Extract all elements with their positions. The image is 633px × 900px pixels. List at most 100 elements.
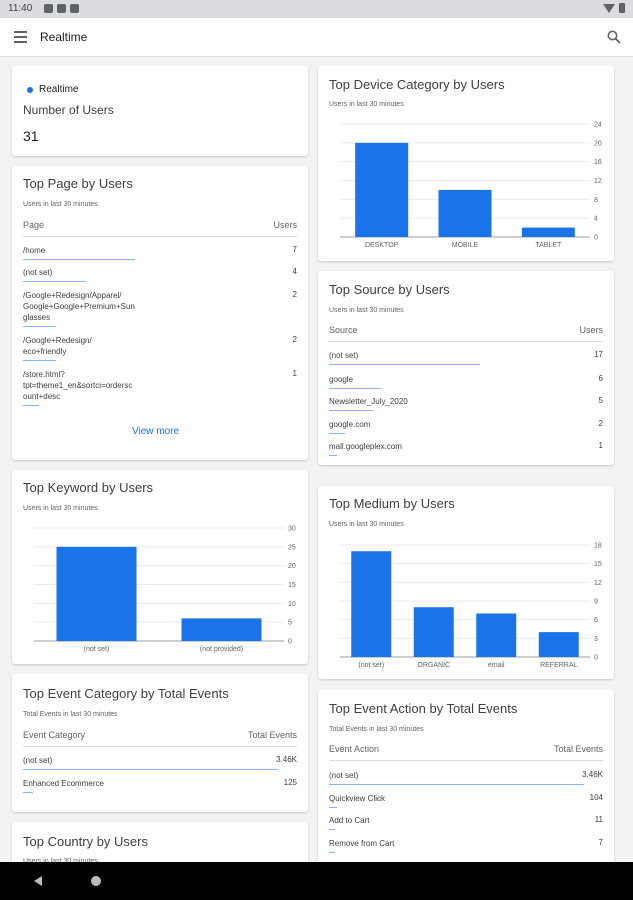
column-header-total-events: Total Events: [247, 730, 297, 740]
row-value: 11: [594, 815, 603, 824]
navigation-bar: [0, 862, 633, 900]
row-label: /Google+Redesign/Apparel/ Google+Google+…: [23, 291, 135, 322]
row-label: mall.googleplex.com: [329, 442, 402, 451]
y-tick-label: 20: [594, 140, 602, 147]
x-category-label: (not set): [358, 662, 384, 669]
row-value: 125: [283, 778, 297, 787]
y-tick-label: 0: [594, 655, 598, 662]
y-tick-label: 15: [594, 561, 602, 568]
home-icon[interactable]: [91, 876, 101, 886]
y-tick-label: 30: [288, 526, 296, 533]
y-tick-label: 9: [594, 599, 598, 606]
y-tick-label: 12: [594, 580, 602, 587]
view-more-link[interactable]: View more: [132, 426, 180, 437]
row-share-bar: [329, 388, 381, 389]
row-share-bar: [329, 784, 584, 785]
header-divider: [329, 341, 603, 342]
row-value: 2: [292, 335, 297, 344]
row-share-bar: [23, 769, 278, 770]
top-keyword-card: Top Keyword by Users Users in last 30 mi…: [12, 470, 308, 664]
status-time: 11:40: [8, 3, 33, 14]
row-label: (not set): [329, 351, 359, 360]
row-label: /home: [23, 246, 46, 255]
row-share-bar: [329, 807, 337, 808]
row-label: google.com: [329, 420, 371, 429]
bar[interactable]: [438, 189, 492, 237]
column-header-users: Users: [273, 220, 297, 230]
row-value: 17: [594, 350, 603, 359]
row-share-bar: [23, 259, 135, 260]
card-title: Top Medium by Users: [329, 496, 455, 511]
column-header-users: Users: [579, 325, 603, 335]
x-category-label: DESKTOP: [365, 242, 399, 249]
bar[interactable]: [538, 632, 579, 657]
device-bar-chart: 0 4 8 12 16 20 24 DESKTOP MOBILE TABLET: [340, 122, 602, 249]
row-value: 1: [292, 369, 297, 378]
row-share-bar: [329, 433, 345, 434]
wifi-icon: [603, 3, 615, 13]
bar[interactable]: [413, 607, 454, 657]
row-label: Enhanced Ecommerce: [23, 779, 104, 788]
card-subtitle: Users in last 30 minutes: [23, 858, 98, 865]
row-share-bar: [329, 455, 337, 456]
bar[interactable]: [355, 142, 409, 237]
x-category-label: TABLET: [535, 242, 562, 249]
card-subtitle: Users in last 30 minutes: [329, 101, 404, 108]
row-label: /store.html? tpt=theme1_en&sortci=orders…: [23, 370, 133, 401]
row-label: Remove from Cart: [329, 839, 395, 848]
realtime-dot-icon: [27, 87, 33, 93]
y-tick-label: 15: [288, 582, 296, 589]
row-value: 4: [292, 267, 297, 276]
bar[interactable]: [181, 618, 262, 641]
search-icon[interactable]: [607, 30, 621, 44]
card-title: Top Page by Users: [23, 176, 133, 191]
top-source-card: Top Source by Users Users in last 30 min…: [318, 271, 614, 465]
row-share-bar: [329, 829, 335, 830]
top-event-category-card: Top Event Category by Total Events Total…: [12, 674, 308, 812]
y-tick-label: 0: [288, 639, 292, 646]
card-title: Top Keyword by Users: [23, 480, 154, 495]
bar[interactable]: [521, 227, 575, 237]
row-share-bar: [23, 360, 56, 361]
x-category-label: (not set): [84, 646, 110, 653]
top-device-card: Top Device Category by Users Users in la…: [318, 66, 614, 261]
realtime-card: Realtime Number of Users 31: [12, 66, 308, 156]
row-share-bar: [23, 792, 33, 793]
header-divider: [329, 760, 603, 761]
card-subtitle: Total Events in last 30 minutes: [329, 726, 424, 733]
row-value: 5: [598, 396, 603, 405]
row-value: 7: [598, 838, 603, 847]
row-value: 3.46K: [582, 770, 603, 779]
row-share-bar: [23, 326, 56, 327]
row-label: Add to Cart: [329, 816, 370, 825]
row-share-bar: [329, 410, 373, 411]
bar[interactable]: [476, 613, 517, 657]
card-subtitle: Users in last 30 minutes: [23, 505, 98, 512]
bar[interactable]: [56, 546, 137, 641]
row-label: /Google+Redesign/ eco+friendly: [23, 336, 92, 356]
row-value: 2: [292, 290, 297, 299]
menu-icon[interactable]: [14, 31, 27, 43]
app-bar: Realtime: [0, 18, 633, 57]
row-value: 2: [598, 419, 603, 428]
column-header-total-events: Total Events: [553, 744, 603, 754]
card-title: Top Source by Users: [329, 282, 450, 297]
card-title: Top Event Action by Total Events: [329, 701, 518, 716]
y-tick-label: 4: [594, 216, 598, 223]
top-event-action-card: Top Event Action by Total Events Total E…: [318, 690, 614, 870]
bar[interactable]: [351, 551, 392, 657]
row-value: 6: [598, 374, 603, 383]
status-bar: 11:40: [0, 0, 633, 18]
back-icon[interactable]: [34, 876, 42, 886]
y-tick-label: 20: [288, 563, 296, 570]
header-divider: [23, 746, 297, 747]
row-value: 104: [589, 793, 603, 802]
x-category-label: REFERRAL: [540, 662, 577, 669]
battery-icon: [619, 3, 625, 13]
y-tick-label: 24: [594, 122, 602, 129]
y-tick-label: 18: [594, 543, 602, 550]
card-subtitle: Users in last 30 minutes: [329, 307, 404, 314]
card-subtitle: Users in last 30 minutes: [329, 521, 404, 528]
realtime-label: Realtime: [39, 84, 79, 95]
y-tick-label: 0: [594, 235, 598, 242]
